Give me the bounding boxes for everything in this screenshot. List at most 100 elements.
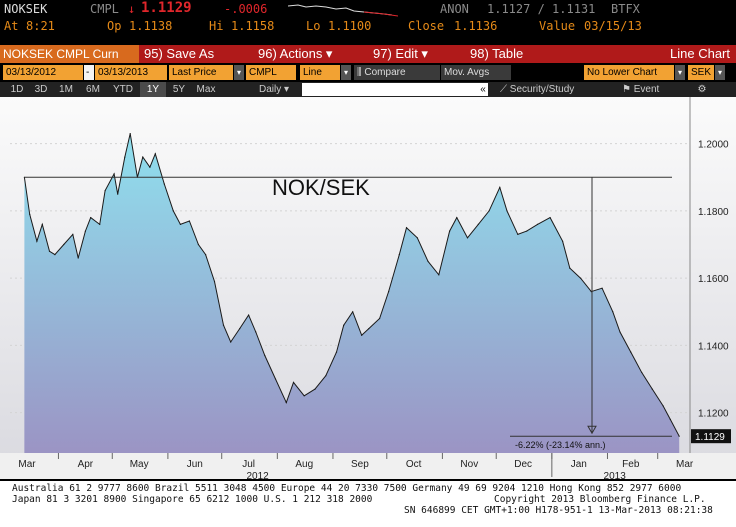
data-point bbox=[54, 254, 56, 256]
price-line bbox=[23, 133, 680, 437]
data-point bbox=[517, 233, 519, 235]
security-input[interactable] bbox=[302, 83, 488, 96]
chart-type-dropdown-icon[interactable]: ▾ bbox=[341, 65, 351, 80]
last-value-label: 1.1129 bbox=[695, 432, 725, 443]
x-tick-label: Aug bbox=[295, 459, 313, 470]
currency-field[interactable]: SEK bbox=[688, 65, 714, 80]
data-point bbox=[84, 230, 86, 232]
data-point bbox=[285, 402, 287, 404]
footer-phones-1: Australia 61 2 9777 8600 Brazil 5511 304… bbox=[12, 483, 682, 494]
chart-canvas[interactable]: 1.2000 1.1800 1.1600 1.1400 1.1200 NOK/SEK -6.… bbox=[0, 97, 736, 482]
data-point bbox=[488, 210, 490, 212]
high-value: 1.1158 bbox=[231, 19, 275, 33]
data-point bbox=[48, 250, 51, 252]
data-point bbox=[63, 243, 65, 246]
end-date-field[interactable]: 03/13/2013 bbox=[95, 65, 167, 80]
lower-chart-dropdown-icon[interactable]: ▾ bbox=[675, 65, 685, 80]
data-point bbox=[230, 341, 232, 343]
chart-type-select[interactable]: Line bbox=[300, 65, 340, 80]
data-point bbox=[526, 230, 528, 232]
data-point bbox=[416, 237, 418, 239]
data-point bbox=[449, 230, 451, 232]
data-point bbox=[368, 328, 370, 330]
y-tick-label: 1.2000 bbox=[698, 140, 729, 151]
low-label: Lo bbox=[306, 19, 321, 33]
at-time: 8:21 bbox=[26, 19, 55, 33]
data-point bbox=[104, 190, 106, 192]
gear-icon[interactable]: ⚙ bbox=[697, 84, 707, 95]
field-select[interactable]: Last Price bbox=[169, 65, 233, 80]
open-value: 1.1138 bbox=[129, 19, 173, 33]
ticker[interactable]: NOKSEK bbox=[4, 2, 48, 16]
last-price: 1.1129 bbox=[141, 0, 192, 16]
footer: Australia 61 2 9777 8600 Brazil 5511 304… bbox=[0, 481, 736, 527]
compare-button[interactable]: ⫼ Compare bbox=[354, 65, 440, 80]
data-point bbox=[361, 334, 363, 336]
event-button[interactable]: ⚑ Event bbox=[622, 82, 682, 97]
data-point bbox=[601, 287, 603, 289]
data-point bbox=[352, 311, 354, 313]
data-point bbox=[142, 156, 144, 158]
range-6m[interactable]: 6M bbox=[86, 84, 100, 95]
data-point bbox=[29, 213, 31, 215]
data-point bbox=[343, 324, 345, 326]
range-1m[interactable]: 1M bbox=[59, 84, 73, 95]
data-point bbox=[506, 210, 508, 212]
data-point bbox=[213, 280, 216, 283]
field-dropdown-icon[interactable]: ▾ bbox=[234, 65, 244, 80]
lower-chart-select[interactable]: No Lower Chart bbox=[584, 65, 674, 80]
chart-title-tab[interactable]: NOKSEK CMPL Curn bbox=[0, 45, 139, 63]
close-value: 1.1136 bbox=[454, 19, 498, 33]
footer-phones-2: Japan 81 3 3201 8900 Singapore 65 6212 1… bbox=[12, 494, 373, 505]
range-5y[interactable]: 5Y bbox=[172, 84, 186, 95]
data-point bbox=[264, 354, 266, 357]
save-as-button[interactable]: 95) Save As bbox=[144, 46, 215, 61]
time-range-toolbar: 1D 3D 1M 6M YTD 1Y 5Y Max Daily ▾ « ⟋ Security/… bbox=[0, 82, 736, 97]
copyright: Copyright 2013 Bloomberg Finance L.P. bbox=[494, 494, 706, 505]
data-point bbox=[129, 133, 131, 135]
event-label: Event bbox=[633, 84, 660, 95]
range-max[interactable]: Max bbox=[196, 84, 216, 95]
x-tick-label: Mar bbox=[676, 459, 694, 470]
y-tick-label: 1.1600 bbox=[698, 274, 729, 285]
actions-menu[interactable]: 96) Actions ▾ bbox=[258, 46, 333, 61]
feed-source: BTFX bbox=[611, 2, 640, 16]
edit-menu[interactable]: 97) Edit ▾ bbox=[373, 46, 428, 61]
table-button[interactable]: 98) Table bbox=[470, 46, 524, 61]
data-point bbox=[188, 220, 190, 222]
data-point bbox=[36, 240, 38, 242]
close-label: Close bbox=[408, 19, 445, 33]
security-study-button[interactable]: ⟋ Security/Study bbox=[500, 82, 610, 97]
currency-dropdown-icon[interactable]: ▾ bbox=[715, 65, 725, 80]
data-point bbox=[124, 156, 126, 158]
price-area bbox=[24, 133, 680, 453]
period-select[interactable]: Daily ▾ bbox=[258, 84, 290, 95]
data-point bbox=[678, 435, 680, 437]
data-point bbox=[669, 418, 671, 420]
chart-title: NOK/SEK bbox=[272, 175, 370, 200]
data-point bbox=[205, 254, 207, 256]
x-tick-label: Mar bbox=[18, 459, 36, 470]
x-tick-label: May bbox=[130, 459, 149, 470]
source-field[interactable]: CMPL bbox=[246, 65, 296, 80]
data-point bbox=[427, 260, 429, 262]
high-label: Hi bbox=[209, 19, 224, 33]
y-tick-label: 1.1400 bbox=[698, 341, 729, 352]
data-point bbox=[379, 317, 381, 320]
range-ytd[interactable]: YTD bbox=[113, 84, 133, 95]
arrow-head-icon bbox=[587, 425, 597, 435]
data-point bbox=[612, 311, 614, 313]
sparkline-icon bbox=[288, 4, 398, 17]
price-chart[interactable]: 1.2000 1.1800 1.1600 1.1400 1.1200 NOK/SEK -6.… bbox=[0, 97, 736, 482]
range-1y[interactable]: 1Y bbox=[140, 82, 166, 97]
mov-avgs-button[interactable]: Mov. Avgs bbox=[441, 65, 511, 80]
data-point bbox=[536, 223, 539, 225]
data-point bbox=[255, 331, 257, 333]
range-1d[interactable]: 1D bbox=[10, 84, 24, 95]
data-point bbox=[456, 217, 458, 219]
start-date-field[interactable]: 03/13/2012 bbox=[3, 65, 83, 80]
data-point bbox=[154, 153, 156, 155]
range-3d[interactable]: 3D bbox=[34, 84, 48, 95]
data-point bbox=[580, 277, 582, 279]
collapse-icon[interactable]: « bbox=[480, 84, 486, 95]
